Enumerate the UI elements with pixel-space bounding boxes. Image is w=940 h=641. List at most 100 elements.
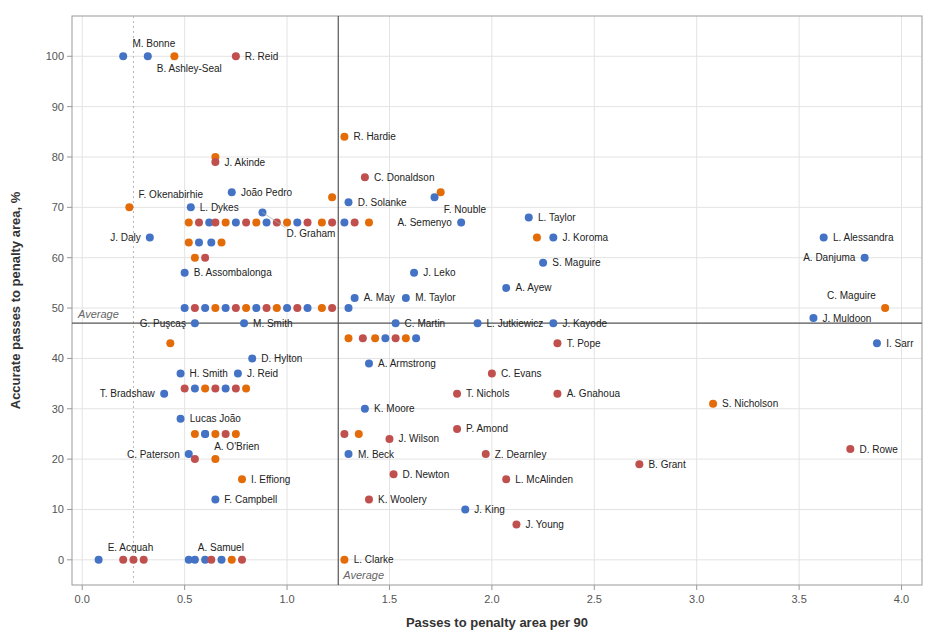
- point-label: Z. Dearnley: [495, 449, 547, 460]
- x-tick: [901, 585, 902, 590]
- y-tick-label: 60: [52, 252, 64, 264]
- point: [187, 203, 195, 211]
- x-grid-line: [799, 16, 800, 585]
- point: [252, 218, 260, 226]
- point: [345, 334, 353, 342]
- x-tick-label: 0.5: [177, 593, 192, 605]
- point: [328, 218, 336, 226]
- point: [482, 450, 490, 458]
- point: [283, 304, 291, 312]
- point-label: L. McAlinden: [515, 474, 573, 485]
- point: [232, 52, 240, 60]
- point: [340, 430, 348, 438]
- x-tick: [594, 585, 595, 590]
- point: [207, 556, 215, 564]
- point: [218, 556, 226, 564]
- point-label: A. Armstrong: [378, 358, 436, 369]
- point: [392, 319, 400, 327]
- point: [222, 304, 230, 312]
- point: [365, 495, 373, 503]
- point: [211, 430, 219, 438]
- point-label: L. Clarke: [354, 554, 394, 565]
- point-label: M. Smith: [253, 318, 292, 329]
- y-grid-line: [72, 358, 922, 359]
- point: [201, 430, 209, 438]
- point: [185, 239, 193, 247]
- x-tick-label: 1.5: [382, 593, 397, 605]
- point-label: B. Grant: [648, 459, 685, 470]
- point: [365, 218, 373, 226]
- point: [232, 385, 240, 393]
- point-label: T. Pope: [567, 338, 601, 349]
- x-grid-line: [696, 16, 697, 585]
- point: [185, 556, 193, 564]
- point-label: E. Acquah: [108, 542, 154, 553]
- annotations: AverageAverage: [77, 308, 384, 581]
- point-labels: M. BonneB. Ashley-SealR. ReidR. HardieJ.…: [100, 38, 914, 565]
- y-tick-label: 90: [52, 101, 64, 113]
- y-tick: [67, 257, 72, 258]
- point: [412, 334, 420, 342]
- point-label: J. Daly: [110, 232, 141, 243]
- point: [340, 218, 348, 226]
- point: [170, 52, 178, 60]
- point: [502, 475, 510, 483]
- reference-line-label: Average: [77, 308, 119, 320]
- point-label: R. Reid: [245, 51, 278, 62]
- point-label: B. Ashley-Seal: [157, 63, 222, 74]
- point-label: L. Dykes: [200, 202, 239, 213]
- point-label: Lucas João: [190, 413, 242, 424]
- point: [211, 158, 219, 166]
- point: [809, 314, 817, 322]
- point-label: A. Ayew: [516, 282, 553, 293]
- point: [293, 218, 301, 226]
- point: [553, 390, 561, 398]
- point-label: D. Graham: [286, 228, 335, 239]
- point: [228, 188, 236, 196]
- point: [371, 334, 379, 342]
- point: [345, 304, 353, 312]
- point-label: A. Danjuma: [803, 252, 856, 263]
- x-grid-line: [184, 16, 185, 585]
- point-label: M. Bonne: [132, 38, 175, 49]
- point: [238, 556, 246, 564]
- y-axis-title: Accurate passes to penalty area, %: [8, 191, 23, 409]
- point-label: D. Newton: [403, 469, 450, 480]
- point: [119, 556, 127, 564]
- y-grid-line: [72, 257, 922, 258]
- point-label: M. Taylor: [415, 292, 456, 303]
- point: [242, 218, 250, 226]
- y-tick: [67, 207, 72, 208]
- point-label: C. Donaldson: [374, 172, 435, 183]
- point-label: D. Solanke: [358, 197, 407, 208]
- x-grid-line: [491, 16, 492, 585]
- point: [881, 304, 889, 312]
- y-tick-label: 70: [52, 201, 64, 213]
- point: [191, 430, 199, 438]
- point: [328, 193, 336, 201]
- point: [846, 445, 854, 453]
- point: [873, 339, 881, 347]
- point: [201, 254, 209, 262]
- point: [304, 304, 312, 312]
- y-tick: [67, 106, 72, 107]
- point: [185, 450, 193, 458]
- point: [160, 390, 168, 398]
- point: [95, 556, 103, 564]
- point-label: B. Assombalonga: [194, 267, 272, 278]
- y-grid-line: [72, 308, 922, 309]
- point: [453, 390, 461, 398]
- y-grid-line: [72, 106, 922, 107]
- y-tick: [67, 156, 72, 157]
- point-label: J. Young: [525, 519, 563, 530]
- point-label: H. Smith: [190, 368, 228, 379]
- point: [385, 435, 393, 443]
- point: [140, 556, 148, 564]
- point: [195, 239, 203, 247]
- point-label: J. Akinde: [225, 157, 266, 168]
- point-label: J. Muldoon: [822, 313, 871, 324]
- point: [181, 304, 189, 312]
- point: [283, 218, 291, 226]
- point: [392, 334, 400, 342]
- point: [232, 430, 240, 438]
